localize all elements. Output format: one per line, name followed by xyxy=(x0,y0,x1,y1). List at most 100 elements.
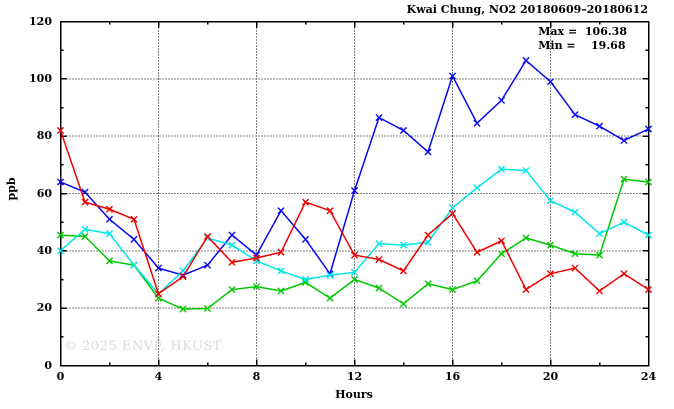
series-marker-red xyxy=(644,285,653,294)
series-marker-green xyxy=(301,278,310,286)
series-marker-cyan xyxy=(326,271,334,279)
series-marker-blue xyxy=(277,207,285,215)
series-marker-cyan xyxy=(228,241,236,249)
series-marker-green xyxy=(203,304,212,313)
series-marker-green xyxy=(81,232,89,241)
min-annotation-row: Min = 19.68 xyxy=(538,39,627,53)
series-marker-cyan xyxy=(375,240,383,248)
series-marker-blue xyxy=(130,235,138,243)
series-marker-red xyxy=(252,254,261,262)
max-annotation-row: Max = 106.38 xyxy=(538,25,627,39)
series-marker-red xyxy=(620,270,628,278)
series-marker-red xyxy=(56,126,65,135)
series-marker-red xyxy=(81,198,89,206)
watermark: © 2025 ENVF, HKUST xyxy=(64,339,222,354)
series-line-red xyxy=(59,130,649,296)
series-marker-green xyxy=(375,284,383,292)
series-marker-red xyxy=(571,264,579,272)
series-marker-cyan xyxy=(620,218,628,226)
series-marker-red xyxy=(424,231,432,239)
series-marker-blue xyxy=(301,235,310,243)
x-tick-label: 20 xyxy=(542,370,559,383)
series-marker-green xyxy=(448,285,457,294)
series-marker-red xyxy=(399,267,408,275)
series-marker-blue xyxy=(448,72,457,80)
series-marker-blue xyxy=(522,56,530,65)
series-marker-cyan xyxy=(130,261,138,269)
y-tick-label: 40 xyxy=(36,243,52,257)
series-marker-red xyxy=(448,209,457,218)
series-marker-green xyxy=(56,231,65,239)
series-marker-cyan xyxy=(424,238,432,246)
series-marker-red xyxy=(595,287,604,295)
series-marker-blue xyxy=(424,148,432,156)
series-marker-blue xyxy=(497,96,506,104)
series-marker-cyan xyxy=(81,225,89,233)
x-tick-label: 0 xyxy=(56,370,65,383)
max-value: 106.38 xyxy=(584,25,627,38)
series-marker-red xyxy=(546,270,555,278)
chart-title: Kwai Chung, NO2 20180609–20180612 xyxy=(406,3,648,16)
series-marker-blue xyxy=(203,261,212,269)
series-marker-blue xyxy=(620,136,628,145)
series-marker-blue xyxy=(595,122,604,130)
series-marker-blue xyxy=(546,78,555,86)
series-line-blue xyxy=(60,59,649,276)
series-marker-blue xyxy=(375,113,383,122)
min-value: 19.68 xyxy=(591,39,626,52)
series-marker-blue xyxy=(154,264,163,272)
series-marker-red xyxy=(203,232,212,241)
series-marker-red xyxy=(105,205,114,213)
x-tick-label: 4 xyxy=(154,370,163,383)
series-marker-green xyxy=(350,275,359,284)
x-tick-label: 24 xyxy=(640,370,657,383)
series-marker-cyan xyxy=(277,267,285,275)
y-tick-label: 80 xyxy=(36,129,52,143)
y-tick-label: 0 xyxy=(44,358,52,372)
series-marker-green xyxy=(571,250,579,258)
series-marker-green xyxy=(595,251,604,259)
series-marker-cyan xyxy=(56,247,65,255)
series-marker-cyan xyxy=(105,230,114,238)
series-marker-blue xyxy=(350,187,359,195)
x-tick-label: 12 xyxy=(346,370,363,383)
series-marker-red xyxy=(350,251,359,259)
series-marker-green xyxy=(252,283,261,291)
series-marker-cyan xyxy=(546,197,555,205)
series-marker-blue xyxy=(399,126,408,135)
series-marker-green xyxy=(277,287,285,295)
series-marker-cyan xyxy=(399,241,408,249)
series-marker-red xyxy=(154,290,163,298)
series-marker-red xyxy=(326,207,334,215)
y-tick-label: 100 xyxy=(29,71,52,85)
series-marker-cyan xyxy=(522,166,530,175)
series-marker-blue xyxy=(644,125,653,133)
y-tick-label: 20 xyxy=(36,301,52,315)
series-marker-red xyxy=(228,258,236,266)
series-marker-green xyxy=(179,305,187,313)
y-tick-label: 120 xyxy=(29,14,52,28)
series-marker-cyan xyxy=(301,275,310,284)
series-marker-cyan xyxy=(448,204,457,212)
series-marker-cyan xyxy=(497,165,506,173)
x-axis-label: Hours xyxy=(335,388,373,401)
series-marker-cyan xyxy=(644,231,653,239)
series-marker-red xyxy=(179,273,187,281)
x-tick-label: 8 xyxy=(252,370,261,383)
series-marker-green xyxy=(424,280,432,288)
series-marker-cyan xyxy=(595,230,604,238)
min-label: Min = xyxy=(538,39,580,52)
series-marker-blue xyxy=(105,215,114,223)
series-marker-green xyxy=(620,175,628,183)
series-marker-red xyxy=(301,198,310,206)
series-marker-green xyxy=(326,294,334,302)
y-tick-label: 60 xyxy=(36,186,52,200)
series-marker-green xyxy=(105,257,114,265)
series-marker-red xyxy=(277,248,285,256)
series-line-cyan xyxy=(60,168,649,295)
minmax-annotation: Max = 106.38 Min = 19.68 xyxy=(538,25,627,53)
series-marker-red xyxy=(522,285,530,294)
series-marker-blue xyxy=(473,119,481,127)
